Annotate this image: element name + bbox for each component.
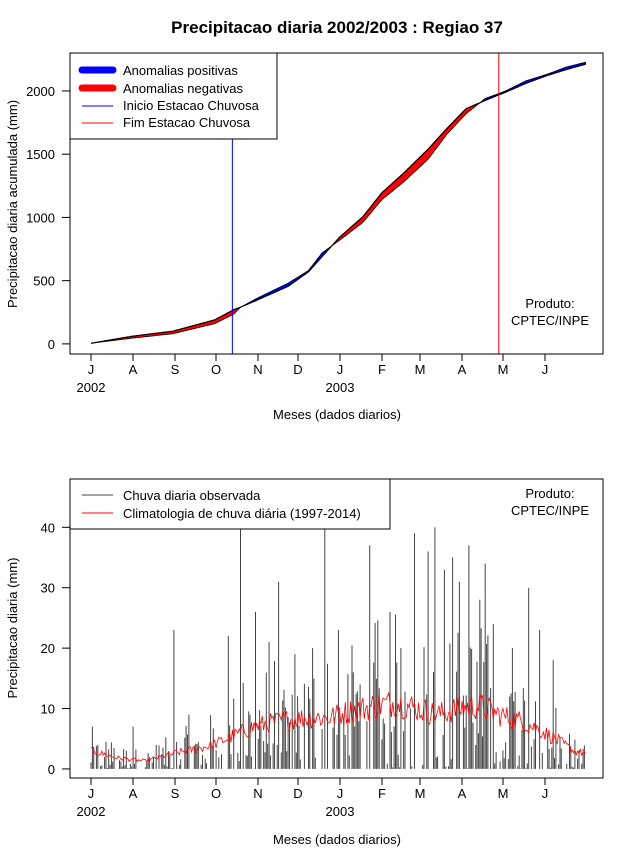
panel1-x-tick-label: F — [378, 786, 386, 801]
panel2-y-tick-label: 30 — [41, 581, 55, 596]
panel1-x-tick-label: M — [415, 786, 426, 801]
panel1-x-tick-label: N — [253, 786, 262, 801]
panel1-x-tick-label: J — [542, 786, 549, 801]
panel1-x-tick-label: M — [498, 786, 509, 801]
panel1-ylabel: Precipitacao diaria acumulada (mm) — [5, 100, 20, 308]
panel0-x-tick-label: A — [458, 362, 467, 377]
panel0-x-tick-label: F — [378, 362, 386, 377]
panel0-x-tick-label: M — [498, 362, 509, 377]
panel0-x-tick-label: S — [171, 362, 180, 377]
panel1-y-tick-label: 2000 — [26, 84, 55, 99]
panel1-product-label: Produto: — [525, 296, 574, 311]
panel1-xlabel: Meses (dados diarios) — [273, 407, 401, 422]
panel2-y-tick-label: 20 — [41, 641, 55, 656]
panel0-x-tick-label: J — [88, 362, 95, 377]
legend-negative-label: Anomalias negativas — [123, 81, 243, 96]
panel0-x-tick-label: A — [129, 362, 138, 377]
panel0-x-tick-label: D — [293, 362, 302, 377]
panel0-x-tick-label: J — [542, 362, 549, 377]
panel1-y-tick-label: 0 — [48, 337, 55, 352]
panel0-x-tick-label: O — [211, 362, 221, 377]
observed-accumulated-line — [90, 61, 586, 344]
panel2-product-source: CPTEC/INPE — [511, 503, 589, 518]
panel2-product-label: Produto: — [525, 486, 574, 501]
negative-anomaly-area — [92, 307, 240, 344]
legend-observed-label: Chuva diaria observada — [123, 488, 261, 503]
panel1-legend: Anomalias positivas Anomalias negativas … — [69, 52, 278, 140]
panel1-x-tick-label: A — [458, 786, 467, 801]
panel2-y-tick-label: 40 — [41, 520, 55, 535]
legend-positive-label: Anomalias positivas — [123, 63, 238, 78]
chart-title: Precipitacao diaria 2002/2003 : Regiao 3… — [171, 18, 503, 37]
panel0-x-tick-label: M — [415, 362, 426, 377]
panel0-year-label: 2002 — [77, 380, 106, 395]
panel2-legend: Chuva diaria observada Climatologia de c… — [69, 478, 391, 530]
panel1-product-source: CPTEC/INPE — [511, 313, 589, 328]
panel0-x-tick-label: J — [337, 362, 344, 377]
climatology-daily-line — [90, 692, 586, 764]
panel2-legend-box — [69, 478, 391, 530]
climatology-accumulated-line — [90, 63, 586, 344]
panel1-y-tick-label: 1500 — [26, 147, 55, 162]
panel0-year-label: 2003 — [326, 380, 355, 395]
legend-start-label: Inicio Estacao Chuvosa — [123, 98, 260, 113]
panel1-y-tick-label: 500 — [33, 274, 55, 289]
panel1-y-tick-label: 1000 — [26, 210, 55, 225]
panel2-ylabel: Precipitacao diaria (mm) — [5, 558, 20, 699]
panel1-year-label: 2003 — [326, 804, 355, 819]
panel1-x-tick-label: O — [211, 786, 221, 801]
positive-anomaly-area — [241, 245, 332, 307]
panel2-y-tick-label: 0 — [48, 762, 55, 777]
panel1-x-tick-label: J — [88, 786, 95, 801]
panel2-xlabel: Meses (dados diarios) — [273, 832, 401, 847]
legend-climatology-label: Climatologia de chuva diária (1997-2014) — [123, 506, 361, 521]
panel0-x-tick-label: N — [253, 362, 262, 377]
panel2-y-tick-label: 10 — [41, 702, 55, 717]
panel1-x-tick-label: D — [293, 786, 302, 801]
daily-precipitation-panel: J A S O N D J F M A M J 2002 2003 0 10 20 30 40 Chuva diar… — [5, 478, 604, 847]
accumulated-precipitation-panel: J A S O N D J F M A M J 2002 2003 0 500 1000 1500 2000 Ano… — [5, 52, 604, 422]
panel1-year-label: 2002 — [77, 804, 106, 819]
panel1-x-tick-label: J — [337, 786, 344, 801]
panel1-x-tick-label: A — [129, 786, 138, 801]
legend-end-label: Fim Estacao Chuvosa — [123, 115, 251, 130]
panel1-x-tick-label: S — [171, 786, 180, 801]
